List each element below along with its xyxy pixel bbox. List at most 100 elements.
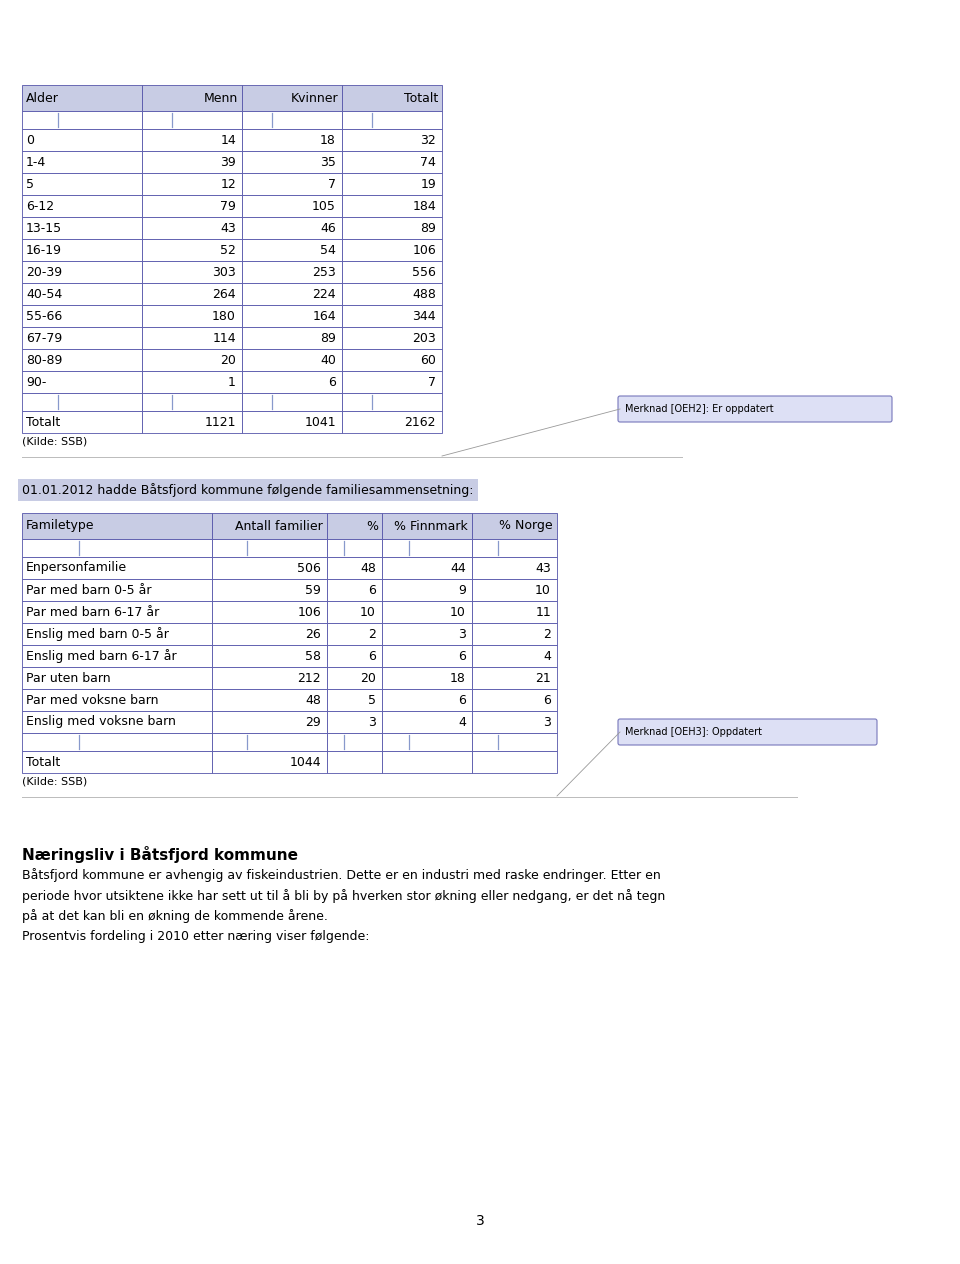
Text: 60: 60 <box>420 354 436 367</box>
Bar <box>342 150 442 173</box>
Text: 59: 59 <box>305 584 321 597</box>
Bar <box>472 667 557 689</box>
Bar <box>342 393 442 411</box>
Text: 4: 4 <box>543 650 551 662</box>
Bar <box>327 600 382 623</box>
Bar <box>22 129 142 150</box>
Text: 40: 40 <box>320 354 336 367</box>
Bar <box>382 513 472 538</box>
Text: Familetype: Familetype <box>26 520 94 532</box>
Text: 6: 6 <box>458 694 466 707</box>
Bar <box>22 557 212 579</box>
Text: Enslig med barn 0-5 år: Enslig med barn 0-5 år <box>26 627 169 641</box>
Text: 32: 32 <box>420 134 436 147</box>
Bar <box>142 150 242 173</box>
Text: 14: 14 <box>220 134 236 147</box>
Bar <box>342 173 442 195</box>
Text: 7: 7 <box>428 375 436 388</box>
Bar <box>327 667 382 689</box>
Text: 21: 21 <box>536 671 551 685</box>
Bar <box>22 600 212 623</box>
Text: 43: 43 <box>536 561 551 575</box>
Bar <box>472 751 557 774</box>
Text: 344: 344 <box>413 310 436 322</box>
Text: % Norge: % Norge <box>499 520 553 532</box>
Bar <box>382 579 472 600</box>
Text: 26: 26 <box>305 627 321 641</box>
Bar <box>22 623 212 645</box>
Text: Alder: Alder <box>26 91 59 105</box>
FancyBboxPatch shape <box>618 396 892 422</box>
Text: Enpersonfamilie: Enpersonfamilie <box>26 561 127 575</box>
Bar <box>22 239 142 260</box>
Bar <box>212 513 327 538</box>
Bar <box>142 305 242 327</box>
Bar <box>472 623 557 645</box>
Bar <box>22 217 142 239</box>
Bar <box>242 111 342 129</box>
Bar <box>212 751 327 774</box>
Text: 224: 224 <box>312 287 336 301</box>
Bar <box>212 557 327 579</box>
Text: 79: 79 <box>220 200 236 212</box>
Bar <box>327 557 382 579</box>
Text: 3: 3 <box>543 715 551 728</box>
Bar <box>22 260 142 283</box>
Text: 52: 52 <box>220 244 236 257</box>
Bar <box>382 710 472 733</box>
Bar <box>342 195 442 217</box>
Text: % Finnmark: % Finnmark <box>395 520 468 532</box>
Bar <box>342 239 442 260</box>
Bar <box>142 283 242 305</box>
Text: 2162: 2162 <box>404 416 436 428</box>
Text: 0: 0 <box>26 134 34 147</box>
Text: 54: 54 <box>320 244 336 257</box>
Text: 20-39: 20-39 <box>26 265 62 278</box>
Text: 1044: 1044 <box>289 756 321 769</box>
Bar <box>212 579 327 600</box>
Text: Prosentvis fordeling i 2010 etter næring viser følgende:: Prosentvis fordeling i 2010 etter næring… <box>22 930 370 943</box>
Bar <box>22 751 212 774</box>
Bar <box>142 85 242 111</box>
Bar <box>242 393 342 411</box>
Text: 3: 3 <box>368 715 376 728</box>
Bar <box>22 305 142 327</box>
Bar <box>22 513 212 538</box>
Text: Kvinner: Kvinner <box>290 91 338 105</box>
Bar <box>142 327 242 349</box>
Bar <box>342 85 442 111</box>
Bar <box>142 195 242 217</box>
Text: Totalt: Totalt <box>26 416 60 428</box>
Text: 556: 556 <box>412 265 436 278</box>
Text: 184: 184 <box>412 200 436 212</box>
Bar <box>472 733 557 751</box>
Bar <box>382 733 472 751</box>
Bar <box>22 283 142 305</box>
Bar <box>327 733 382 751</box>
Text: 164: 164 <box>312 310 336 322</box>
Bar <box>22 173 142 195</box>
Bar <box>472 710 557 733</box>
Text: 20: 20 <box>220 354 236 367</box>
Bar <box>142 260 242 283</box>
Text: Totalt: Totalt <box>26 756 60 769</box>
Bar <box>382 645 472 667</box>
Bar <box>212 538 327 557</box>
Bar <box>242 349 342 372</box>
Text: 203: 203 <box>412 331 436 345</box>
Bar <box>242 239 342 260</box>
Bar <box>212 710 327 733</box>
Text: 58: 58 <box>305 650 321 662</box>
Bar <box>472 645 557 667</box>
Text: 18: 18 <box>320 134 336 147</box>
Bar <box>142 372 242 393</box>
Bar <box>22 111 142 129</box>
Bar <box>142 411 242 434</box>
Bar <box>142 217 242 239</box>
Bar <box>327 623 382 645</box>
Bar <box>22 689 212 710</box>
Text: 212: 212 <box>298 671 321 685</box>
Text: 18: 18 <box>450 671 466 685</box>
Text: 4: 4 <box>458 715 466 728</box>
Text: Enslig med voksne barn: Enslig med voksne barn <box>26 715 176 728</box>
